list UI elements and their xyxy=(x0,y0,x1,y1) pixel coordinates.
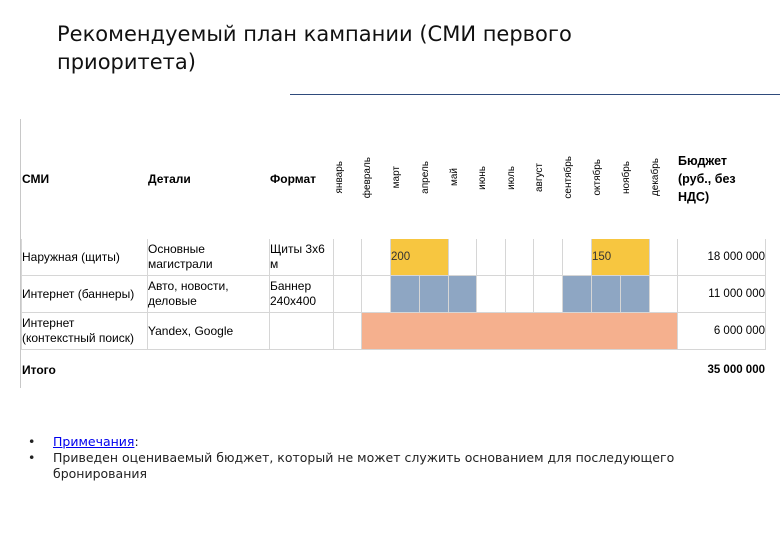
notes-text: Приведен оцениваемый бюджет, который не … xyxy=(53,450,675,481)
header-budget: Бюджет (руб., без НДС) xyxy=(677,119,766,239)
media-cell: Наружная (щиты) xyxy=(21,238,148,276)
budget-header-line: Бюджет xyxy=(678,154,728,168)
month-cell xyxy=(333,238,362,276)
month-label: апрель xyxy=(420,161,432,194)
header-month: сентябрь xyxy=(562,119,592,239)
month-cell xyxy=(476,275,506,313)
month-cell-active xyxy=(562,275,592,313)
header-month: июль xyxy=(505,119,534,239)
page-title: Рекомендуемый план кампании (СМИ первого… xyxy=(57,22,572,74)
header-month: март xyxy=(390,119,420,239)
media-cell: Интернет (баннеры) xyxy=(21,275,148,313)
month-label: октябрь xyxy=(592,159,604,196)
month-cell xyxy=(333,275,362,313)
table-row: Интернет (баннеры) Авто, новости, деловы… xyxy=(21,275,766,313)
month-label: сентябрь xyxy=(563,156,575,199)
format-cell xyxy=(269,312,334,350)
format-cell: Баннер 240х400 xyxy=(269,275,334,313)
header-month: январь xyxy=(333,119,362,239)
details-cell: Yandex, Google xyxy=(147,312,270,350)
title-divider xyxy=(290,94,780,95)
month-cell-highlight: 150 xyxy=(591,238,650,276)
month-cell-active xyxy=(591,275,621,313)
month-cell xyxy=(476,238,506,276)
header-month: октябрь xyxy=(591,119,621,239)
month-cell xyxy=(533,238,563,276)
month-label: июнь xyxy=(477,165,489,190)
month-cell-highlight: 200 xyxy=(390,238,449,276)
month-cell-active xyxy=(419,275,449,313)
month-label: июль xyxy=(506,165,518,190)
list-item: • Приведен оцениваемый бюджет, который н… xyxy=(28,450,768,482)
month-cell xyxy=(533,275,563,313)
month-cell xyxy=(649,275,678,313)
header-media: СМИ xyxy=(21,119,148,239)
table-header-row: СМИ Детали Формат январь февраль март ап… xyxy=(21,119,766,239)
month-cell xyxy=(649,238,678,276)
list-item: • Примечания: xyxy=(28,434,768,450)
details-cell: Основные магистрали xyxy=(147,238,270,276)
bullet-icon: • xyxy=(28,434,36,449)
header-month: август xyxy=(533,119,563,239)
notes-colon: : xyxy=(134,434,139,449)
total-spacer xyxy=(147,349,678,391)
budget-header-line: НДС) xyxy=(678,190,710,204)
month-cell-active xyxy=(620,275,650,313)
month-cell xyxy=(505,238,534,276)
month-label: январь xyxy=(334,161,346,194)
month-label: май xyxy=(449,168,461,187)
budget-header-line: (руб., без xyxy=(678,172,736,186)
month-cell xyxy=(361,238,391,276)
header-month: июнь xyxy=(476,119,506,239)
month-cell xyxy=(505,275,534,313)
campaign-plan-table: СМИ Детали Формат январь февраль март ап… xyxy=(21,119,766,391)
header-format: Формат xyxy=(269,119,334,239)
header-month: апрель xyxy=(419,119,449,239)
notes-heading: Примечания: xyxy=(53,434,768,450)
month-cell-active xyxy=(390,275,420,313)
format-cell: Щиты 3х6 м xyxy=(269,238,334,276)
month-label: февраль xyxy=(362,156,374,199)
table-row: Интернет (контекстный поиск) Yandex, Goo… xyxy=(21,312,766,350)
budget-cell: 11 000 000 xyxy=(677,275,766,313)
month-cell-active xyxy=(448,275,477,313)
bullet-icon: • xyxy=(28,450,36,465)
month-cell xyxy=(562,238,592,276)
total-row: Итого 35 000 000 xyxy=(21,349,766,391)
total-value: 35 000 000 xyxy=(677,349,766,391)
budget-cell: 18 000 000 xyxy=(677,238,766,276)
notes-link[interactable]: Примечания xyxy=(53,434,135,449)
header-month: ноябрь xyxy=(620,119,650,239)
header-month: май xyxy=(448,119,477,239)
month-label: ноябрь xyxy=(621,161,633,194)
header-details: Детали xyxy=(147,119,270,239)
month-range-active xyxy=(361,312,678,350)
table-row: Наружная (щиты) Основные магистрали Щиты… xyxy=(21,238,766,276)
total-label: Итого xyxy=(21,349,148,391)
month-label: декабрь xyxy=(650,158,662,197)
month-label: март xyxy=(391,166,403,189)
notes-list: • Примечания: • Приведен оцениваемый бюд… xyxy=(28,434,768,482)
media-cell: Интернет (контекстный поиск) xyxy=(21,312,148,350)
budget-cell: 6 000 000 xyxy=(677,312,766,350)
month-cell xyxy=(361,275,391,313)
month-cell xyxy=(333,312,362,350)
header-month: февраль xyxy=(361,119,391,239)
month-label: август xyxy=(534,163,546,192)
month-cell xyxy=(448,238,477,276)
header-month: декабрь xyxy=(649,119,678,239)
details-cell: Авто, новости, деловые xyxy=(147,275,270,313)
